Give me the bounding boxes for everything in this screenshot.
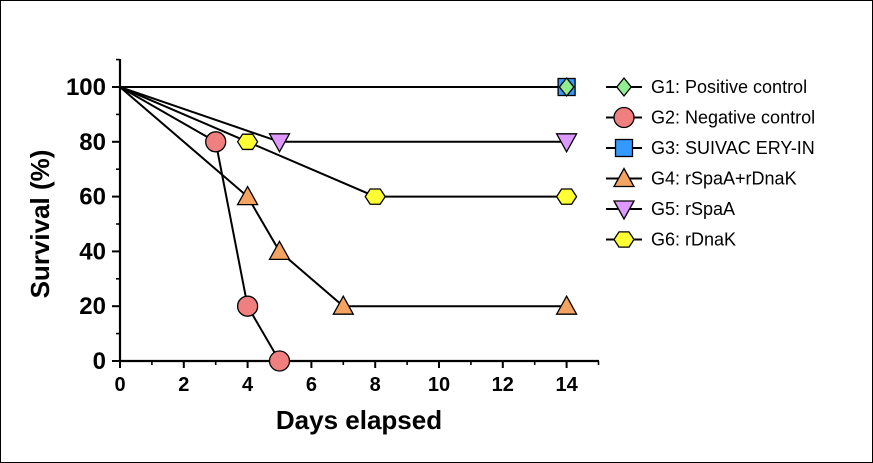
legend-marker-g5: [612, 200, 636, 221]
legend-label-g2: G2: Negative control: [651, 108, 815, 128]
data-point-g4: [268, 240, 291, 261]
data-point-g2: [205, 131, 227, 153]
legend-marker-g2: [613, 106, 635, 129]
series-line-g2: [119, 86, 281, 362]
y-tick-label: 80: [79, 129, 106, 156]
data-point-g6: [364, 188, 386, 205]
legend-marker-g1: [615, 76, 633, 98]
series-markers: [205, 76, 578, 372]
series-lines: [119, 86, 567, 362]
x-tick-label: 10: [428, 374, 450, 396]
data-point-g6: [555, 188, 578, 205]
x-tick-label: 0: [114, 374, 125, 396]
legend-label-g4: G4: rSpaA+rDnaK: [651, 169, 797, 189]
x-tick-label: 14: [555, 374, 578, 396]
x-tick-label: 6: [306, 374, 317, 396]
y-tick-label: 100: [66, 74, 106, 101]
x-tick-label: 2: [178, 374, 189, 396]
data-point-g6: [236, 133, 259, 151]
data-point-g5: [268, 133, 291, 154]
y-tick-label: 20: [79, 293, 106, 320]
data-point-g2: [236, 295, 259, 317]
series-line-g6: [119, 86, 567, 198]
data-point-g5: [555, 133, 578, 154]
legend-label-g3: G3: SUIVAC ERY-IN: [651, 138, 815, 158]
series-line-g5: [119, 86, 567, 143]
legend: G1: Positive control G2: Negative control…: [606, 76, 815, 250]
data-point-g4: [332, 294, 355, 315]
data-point-g2: [268, 350, 291, 372]
legend-label-g1: G1: Positive control: [651, 77, 807, 97]
legend-label-g5: G5: rSpaA: [651, 199, 735, 219]
x-axis-title: Days elapsed: [276, 405, 442, 435]
x-tick-label: 12: [492, 374, 514, 396]
y-axis-title: Survival (%): [25, 150, 55, 299]
axes: 0 2 4 6 8 10 12 14 0 20 40 60 80 100: [66, 58, 600, 396]
y-tick-label: 60: [79, 184, 106, 211]
legend-marker-g6: [613, 231, 635, 248]
legend-label-g6: G6: rDnaK: [651, 230, 736, 250]
y-tick-label: 0: [93, 348, 106, 375]
legend-marker-g4: [612, 167, 636, 188]
x-tick-label: 4: [242, 374, 254, 396]
data-point-g1: [558, 76, 575, 98]
x-tick-label: 8: [370, 374, 381, 396]
y-tick-label: 40: [79, 238, 106, 265]
data-point-g4: [236, 185, 259, 206]
data-point-g4: [555, 294, 578, 315]
legend-marker-g3: [614, 138, 634, 158]
